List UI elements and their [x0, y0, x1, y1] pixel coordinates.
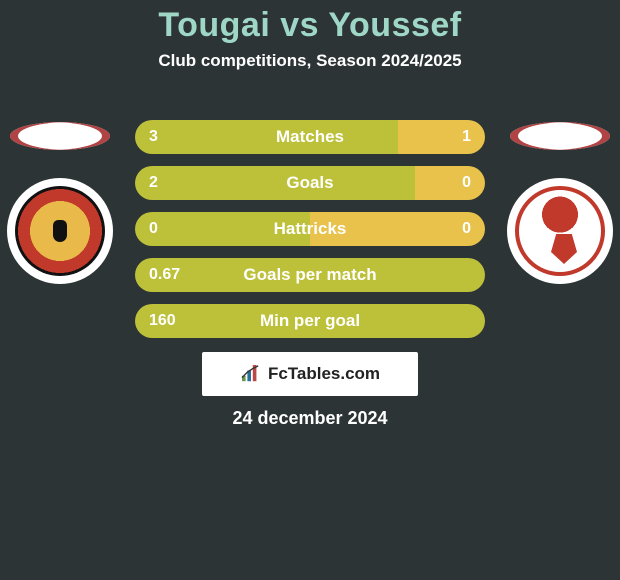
tunisia-flag-icon	[10, 122, 110, 150]
stat-row: 20Goals	[135, 166, 485, 200]
club-africain-crest-icon	[515, 186, 605, 276]
player-card-left	[0, 122, 120, 276]
stat-row: 00Hattricks	[135, 212, 485, 246]
page-title: Tougai vs Youssef	[0, 0, 620, 45]
player-card-right	[500, 122, 620, 276]
stat-bar-left	[135, 304, 485, 338]
stat-bar-left	[135, 166, 415, 200]
tunisia-flag-icon	[510, 122, 610, 150]
bar-chart-icon	[240, 365, 262, 383]
stat-bar-left	[135, 258, 485, 292]
page-subtitle: Club competitions, Season 2024/2025	[0, 51, 620, 71]
fctables-badge[interactable]: FcTables.com	[202, 352, 418, 396]
esperance-crest-icon	[15, 186, 105, 276]
stat-row: 31Matches	[135, 120, 485, 154]
stat-bar-right	[398, 120, 486, 154]
snapshot-date: 24 december 2024	[0, 408, 620, 429]
stat-bar-right	[310, 212, 485, 246]
stat-row: 0.67Goals per match	[135, 258, 485, 292]
stat-bar-left	[135, 120, 398, 154]
stats-container: 31Matches 20Goals 00Hattricks 0.67Goals per…	[135, 120, 485, 350]
stat-bar-left	[135, 212, 310, 246]
stat-row: 160Min per goal	[135, 304, 485, 338]
stat-bar-right	[415, 166, 485, 200]
fctables-label: FcTables.com	[268, 364, 380, 384]
